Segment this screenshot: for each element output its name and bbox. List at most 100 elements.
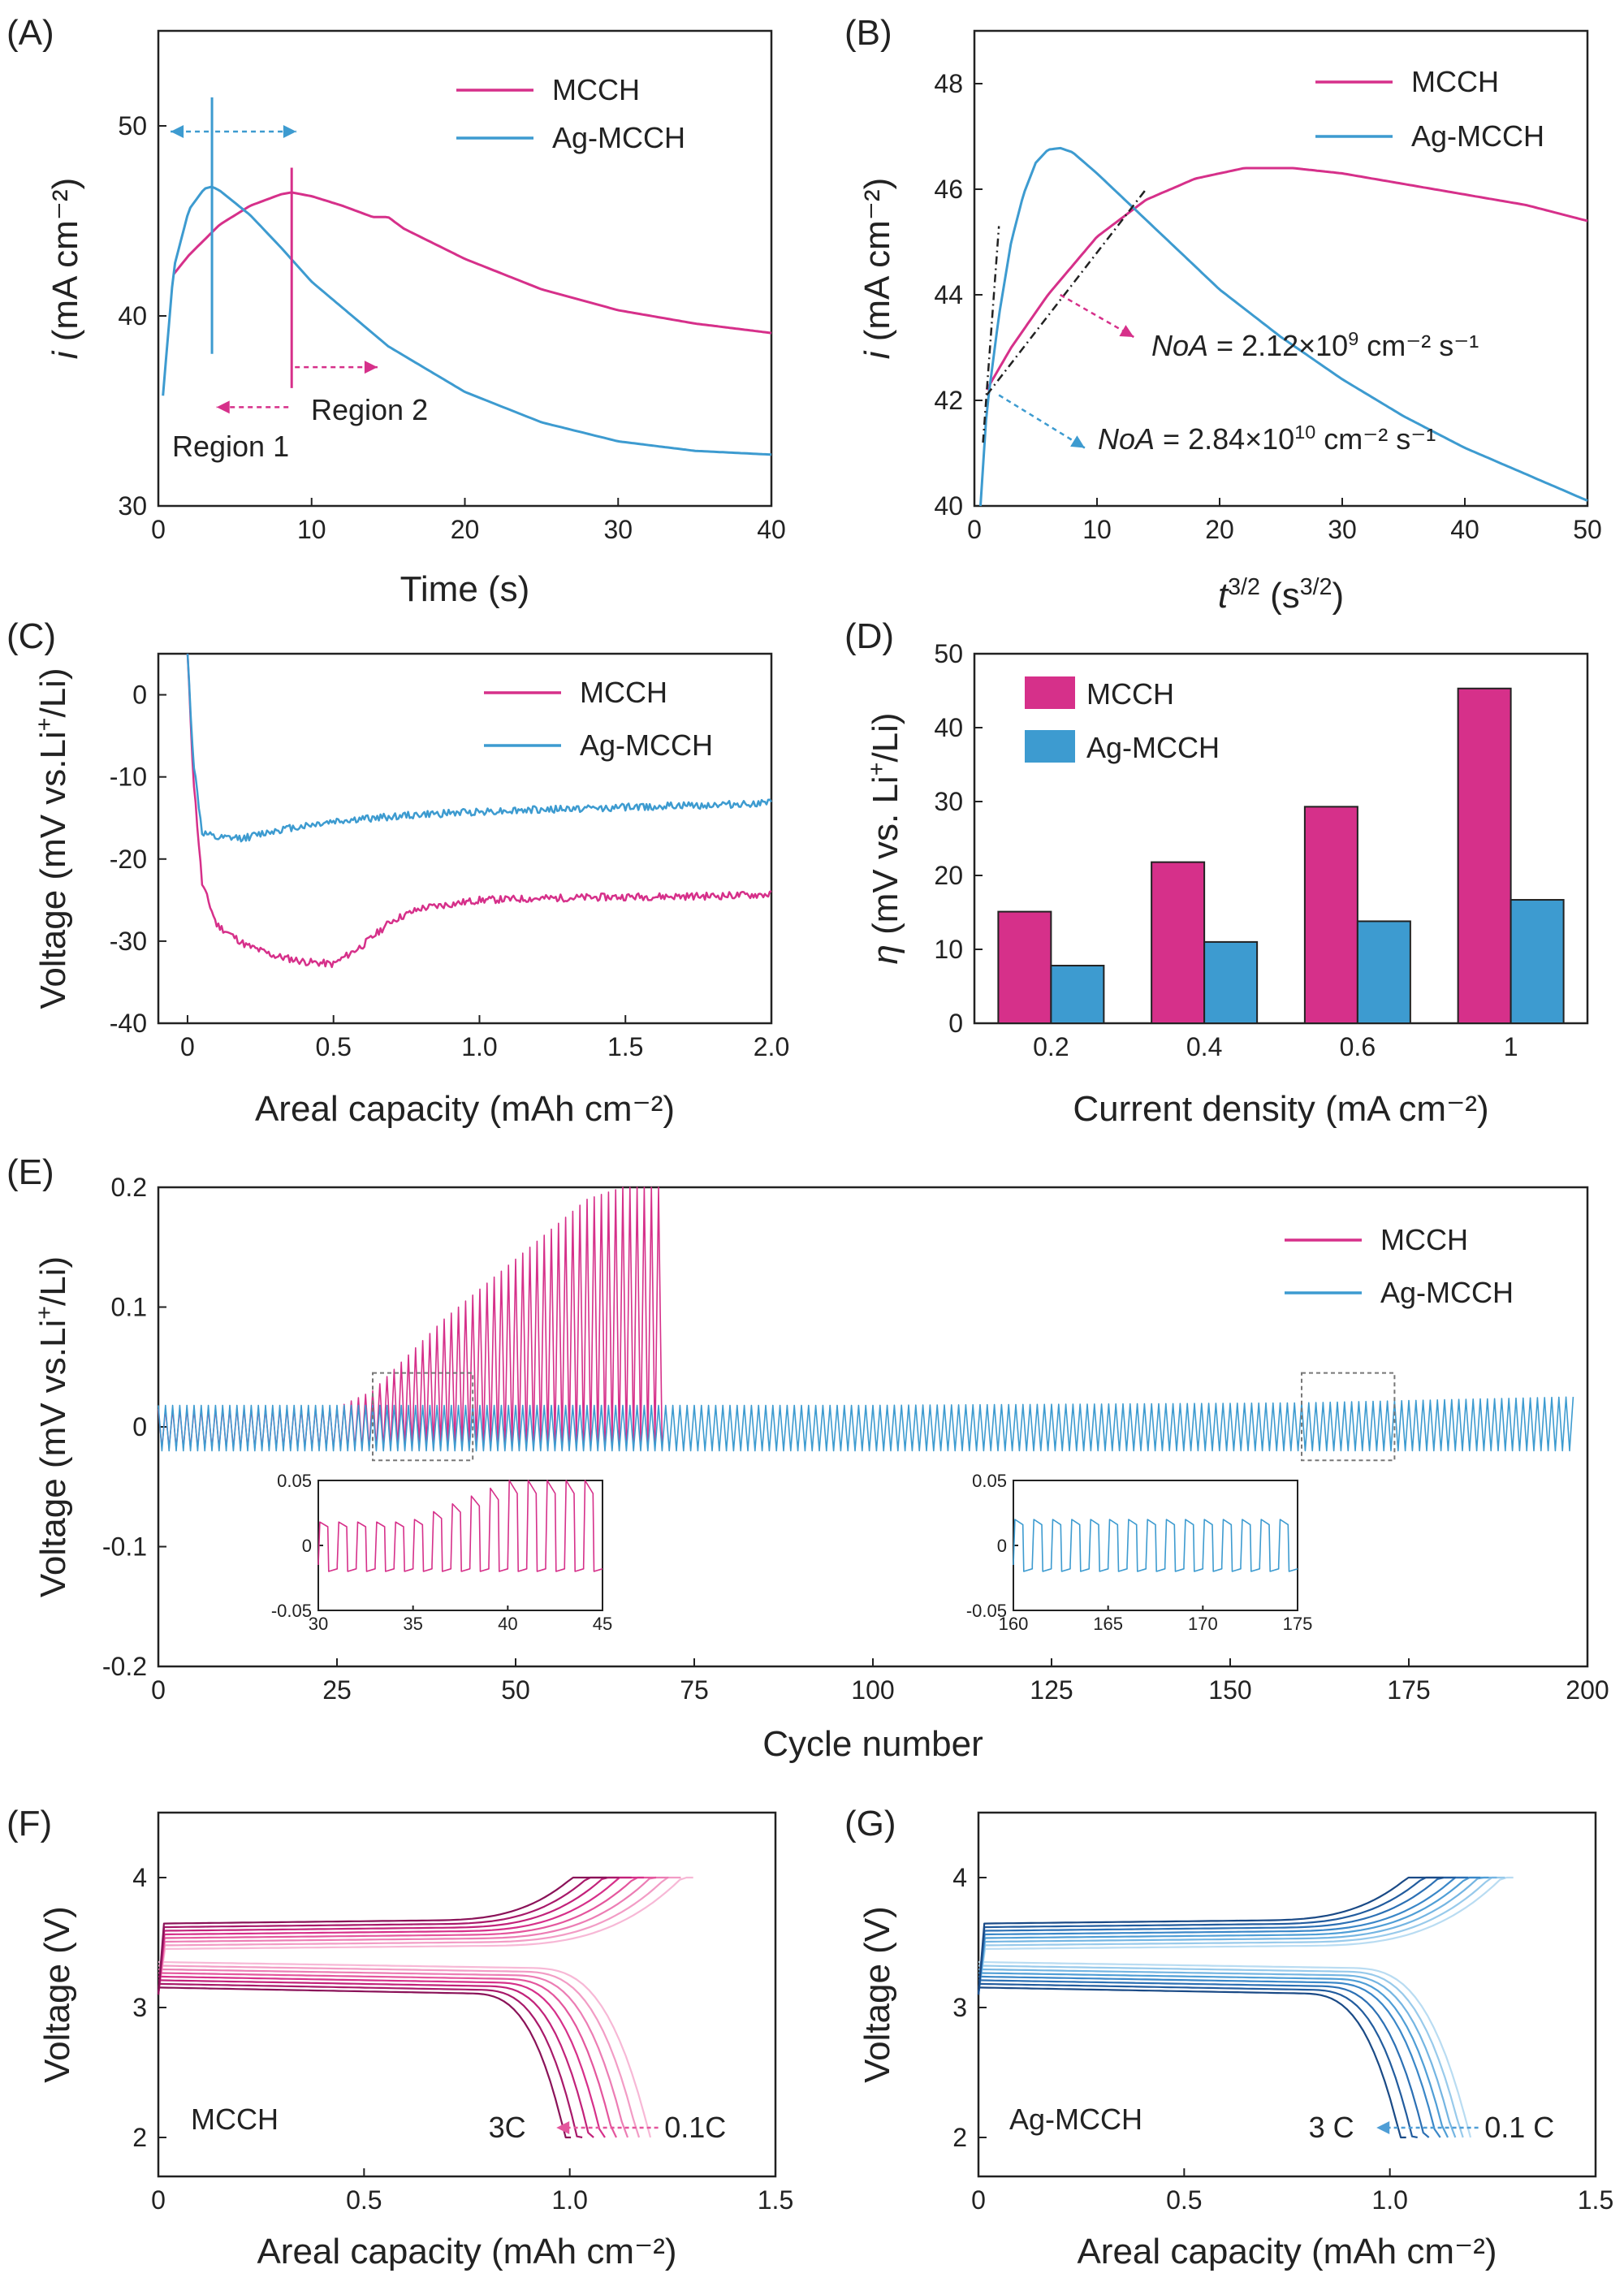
panel-g-discharge-curve bbox=[978, 1972, 1449, 2138]
panel-a-arrow-left-mcch-head bbox=[216, 400, 230, 414]
panel-g-charge-curve bbox=[977, 1876, 1456, 1995]
panel-a-arrow-right-mcch-head bbox=[364, 361, 378, 374]
panel-a-legend-mcch-label: MCCH bbox=[552, 73, 640, 106]
panel-c-ylabel-group: Voltage (mV vs.Li+/Li) bbox=[32, 668, 73, 1009]
panel-a-region-1: Region 1 bbox=[172, 430, 289, 463]
panel-d-xtick-label: 0.4 bbox=[1186, 1032, 1222, 1061]
panel-d-bar-mcch bbox=[1303, 806, 1358, 1024]
panel-c-xtick-label: 0.5 bbox=[315, 1032, 351, 1061]
panel-a-ytick-label: 50 bbox=[118, 111, 147, 140]
panel-b-xtick-label: 0 bbox=[967, 515, 982, 544]
panel-b-series-mcch bbox=[985, 166, 1588, 391]
panel-e-xtick-label: 50 bbox=[501, 1675, 530, 1705]
panel-g-discharge-curve bbox=[978, 1986, 1406, 2139]
panel-b-ylabel-group: i (mA cm⁻²) bbox=[857, 178, 897, 360]
panel-d-bar-ag-mcch bbox=[1510, 899, 1565, 1025]
panel-c-ylabel: Voltage (mV vs.Li+/Li) bbox=[32, 668, 73, 1009]
panel-e-xtick-label: 175 bbox=[1387, 1675, 1430, 1705]
panel-a-xtick-label: 30 bbox=[603, 515, 633, 544]
panel-g-xtick-label: 1.5 bbox=[1578, 2185, 1613, 2215]
panel-g-sample-label: Ag-MCCH bbox=[1009, 2103, 1142, 2136]
panel-g-ylabel: Voltage (V) bbox=[857, 1906, 897, 2083]
panel-f-charge-curve bbox=[157, 1876, 644, 1995]
panel-e-zoom-box-mcch bbox=[372, 1372, 474, 1462]
panel-a-xtick-label: 10 bbox=[297, 515, 326, 544]
panel-label-c: (C) bbox=[6, 616, 56, 656]
panel-f-xtick-label: 1.0 bbox=[551, 2185, 587, 2215]
panel-g-charge-curve bbox=[977, 1876, 1514, 1995]
panel-d-bar-mcch bbox=[997, 910, 1052, 1024]
panel-e-ylabel-group: Voltage (mV vs.Li+/Li) bbox=[32, 1256, 73, 1597]
panel-e-inset-2-ytick-label: 0 bbox=[997, 1536, 1007, 1556]
panel-e-xlabel: Cycle number bbox=[762, 1724, 983, 1764]
panel-f-xtick-label: 0.5 bbox=[346, 2185, 382, 2215]
panel-e-inset-1-xtick-label: 40 bbox=[498, 1614, 517, 1634]
panel-a-legend-ag-mcch-label: Ag-MCCH bbox=[552, 121, 685, 154]
panel-f-discharge-curve bbox=[158, 1979, 594, 2138]
panel-c-legend-mcch-label: MCCH bbox=[580, 676, 667, 709]
panel-b-annotation-mcch: NoA = 2.12×109 cm⁻² s⁻¹ bbox=[1151, 328, 1479, 362]
panel-d-bar-ag-mcch bbox=[1203, 940, 1259, 1025]
panel-e-xtick-label: 150 bbox=[1208, 1675, 1251, 1705]
panel-b-arrow-mcch-head bbox=[1119, 325, 1134, 337]
panel-f-ytick-label: 2 bbox=[132, 2123, 147, 2152]
panel-d-legend-mcch-swatch bbox=[1025, 676, 1075, 709]
panel-g-rate-arrow-head bbox=[1376, 2121, 1390, 2134]
panel-f-xtick-label: 1.5 bbox=[758, 2185, 793, 2215]
panel-b-arrow-ag-mcch bbox=[998, 394, 1086, 449]
panel-d-bar-mcch bbox=[1457, 687, 1512, 1025]
panel-b-fit-mcch bbox=[986, 188, 1147, 396]
panel-d-ytick-label: 20 bbox=[934, 861, 963, 890]
panel-b-series-ag-mcch bbox=[979, 146, 1588, 507]
panel-e-series-ag-mcch bbox=[158, 1396, 1574, 1452]
panel-f-discharge-curve bbox=[158, 1986, 572, 2139]
panel-a-xtick-label: 0 bbox=[151, 515, 166, 544]
panel-e-inset-1-xtick-label: 45 bbox=[593, 1614, 612, 1634]
panel-f-charge-curve bbox=[157, 1876, 669, 1995]
panel-b-xtick-label: 30 bbox=[1328, 515, 1357, 544]
panel-a-xtick-label: 20 bbox=[451, 515, 480, 544]
panel-g-xtick-label: 0 bbox=[971, 2185, 986, 2215]
panel-b-xlabel: t3/2 (s3/2) bbox=[1218, 574, 1344, 616]
panel-label-a: (A) bbox=[6, 13, 54, 53]
panel-d-xtick-label: 0.6 bbox=[1340, 1032, 1376, 1061]
panel-f-rate-arrow-head bbox=[556, 2121, 570, 2134]
panel-g-discharge-curve bbox=[978, 1960, 1472, 2138]
panel-e-zoom-box-ag-mcch bbox=[1301, 1372, 1396, 1462]
panel-g-arrow-to: 3 C bbox=[1309, 2111, 1354, 2144]
panel-a-series-mcch bbox=[172, 191, 772, 335]
panel-c-ytick-label: 0 bbox=[132, 681, 147, 710]
panel-d-bar-ag-mcch bbox=[1356, 920, 1411, 1025]
panel-e-inset-1-ytick-label: 0 bbox=[302, 1536, 312, 1556]
panel-g-discharge-curve bbox=[978, 1982, 1418, 2139]
panel-d-ylabel: η (mV vs. Li+/Li) bbox=[864, 712, 905, 964]
panel-b-ytick-label: 46 bbox=[934, 175, 963, 204]
panel-e-inset-2-ytick-label: 0.05 bbox=[972, 1471, 1007, 1491]
panel-a-region-2: Region 2 bbox=[311, 393, 428, 426]
panel-g-ytick-label: 2 bbox=[952, 2123, 967, 2152]
panel-f-ylabel: Voltage (V) bbox=[37, 1906, 77, 2083]
panel-b-xtick-label: 40 bbox=[1450, 515, 1479, 544]
panel-e-xtick-label: 200 bbox=[1566, 1675, 1609, 1705]
panel-c-ytick-label: -40 bbox=[110, 1009, 147, 1038]
panel-b-frame bbox=[973, 29, 1589, 508]
panel-e-ytick-label: -0.2 bbox=[102, 1652, 147, 1681]
panel-d-ytick-label: 50 bbox=[934, 639, 963, 668]
panel-label-b: (B) bbox=[844, 13, 892, 53]
panel-a-arrow-right-ag-head bbox=[283, 125, 296, 139]
panel-f-charge-curve bbox=[157, 1876, 681, 1995]
panel-c-xtick-label: 1.0 bbox=[461, 1032, 497, 1061]
panel-a-ylabel: i (mA cm⁻²) bbox=[45, 178, 85, 360]
panel-c-legend-ag-mcch-label: Ag-MCCH bbox=[580, 728, 713, 762]
panel-g-ytick-label: 4 bbox=[952, 1863, 967, 1892]
panel-c-xtick-label: 1.5 bbox=[607, 1032, 643, 1061]
panel-f-charge-curve bbox=[157, 1876, 693, 1995]
panel-f-charge-curve bbox=[157, 1876, 632, 1995]
panel-e-inset-2-xtick-label: 165 bbox=[1093, 1614, 1123, 1634]
panel-g-xtick-label: 1.0 bbox=[1371, 2185, 1407, 2215]
panel-d-ytick-label: 0 bbox=[948, 1009, 963, 1038]
panel-a-ylabel-group: i (mA cm⁻²) bbox=[45, 178, 85, 360]
panel-c-xtick-label: 0 bbox=[180, 1032, 195, 1061]
panel-g-discharge-curve bbox=[978, 1979, 1430, 2138]
